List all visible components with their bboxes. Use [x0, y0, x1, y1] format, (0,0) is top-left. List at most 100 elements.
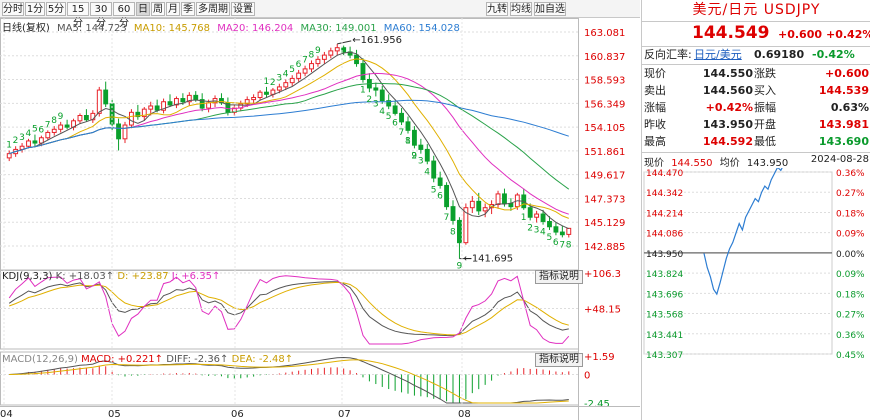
quote-label2: 最低 — [754, 135, 776, 148]
candle-body — [553, 226, 559, 233]
intraday-header: 现价 144.550 均价 143.950 2024-08-28 — [644, 154, 869, 169]
intraday-price-tick: 144.214 — [646, 209, 683, 219]
td-sequence-number: 6 — [553, 238, 559, 248]
intraday-price-tick: 143.441 — [646, 331, 683, 341]
period-button-4[interactable]: 30分 — [90, 2, 112, 29]
quote-label2: 涨跌 — [754, 67, 776, 80]
candle-body — [360, 63, 366, 80]
td-sequence-number: 4 — [424, 167, 430, 177]
candle-body — [135, 111, 141, 118]
intraday-price-label: 现价 — [644, 158, 664, 169]
candle-body — [341, 47, 347, 53]
candle-body — [431, 160, 437, 179]
td-sequence-number: 7 — [399, 128, 405, 138]
date-axis-label: 05 — [108, 409, 121, 420]
reverse-rate-label: 反向汇率: — [644, 48, 692, 61]
td-sequence-number: 5 — [386, 112, 392, 122]
period-label: 日线(复权) — [2, 23, 50, 34]
candle-body — [103, 89, 109, 105]
reverse-rate-link[interactable]: 日元/美元 — [694, 48, 742, 61]
macd-dea-line — [9, 359, 569, 404]
candle-body — [379, 89, 385, 102]
td-sequence-number: 4 — [379, 107, 385, 117]
period-button-6[interactable]: 日 — [136, 2, 150, 16]
candle-body — [283, 82, 289, 88]
period-button-0[interactable]: 分时 — [2, 2, 24, 16]
td-sequence-number: 1 — [6, 140, 12, 150]
td-sequence-number: 4 — [283, 69, 289, 79]
price-axis-label: 154.105 — [584, 123, 625, 134]
td-sequence-number: 9 — [315, 46, 321, 56]
period-button-1[interactable]: 1分 — [25, 2, 45, 16]
candle-body — [495, 193, 501, 206]
period-button-5[interactable]: 60分 — [113, 2, 135, 29]
candle-body — [334, 47, 340, 52]
kdj-axis-label: +48.15 — [584, 305, 621, 316]
ma20-line — [9, 72, 569, 215]
macd-diff: DIFF: -2.36↑ — [166, 354, 229, 365]
candle-body — [6, 153, 12, 159]
kdj-axis-label: +106.3 — [584, 269, 621, 280]
period-button-9[interactable]: 季 — [181, 2, 195, 16]
toolbar-right-button-1[interactable]: 均线 — [510, 2, 532, 16]
candle-body — [64, 124, 70, 128]
td-sequence-number: 1 — [405, 137, 411, 147]
macd-explain-button[interactable]: 指标说明 — [535, 353, 583, 367]
quote-label2: 振幅 — [754, 101, 776, 114]
quote-row: 最高 144.592 最低 143.690 — [642, 134, 870, 150]
kdj-j-line — [8, 275, 570, 345]
intraday-date: 2024-08-28 — [810, 154, 869, 165]
candle-body — [373, 87, 379, 91]
candle-body — [244, 99, 250, 105]
candle-body — [566, 227, 572, 235]
quote-label: 现价 — [644, 67, 666, 80]
period-button-10[interactable]: 多周期 — [196, 2, 230, 16]
period-button-11[interactable]: 设置 — [231, 2, 255, 16]
period-button-3[interactable]: 15分 — [67, 2, 89, 29]
td-sequence-number: 2 — [527, 223, 533, 233]
intraday-price-tick: 143.950 — [646, 250, 683, 260]
intraday-pct-tick: 0.00% — [836, 250, 865, 260]
price-axis-label: 147.373 — [584, 194, 625, 205]
td-sequence-number: 2 — [411, 151, 417, 161]
candle-body — [77, 115, 83, 122]
candle-body — [26, 140, 31, 147]
candle-body — [289, 77, 295, 84]
kdj-explain-button[interactable]: 指标说明 — [535, 270, 583, 284]
kdj-d: D: +23.87 — [117, 271, 169, 282]
intraday-pct-tick: 0.18% — [836, 209, 865, 219]
price-axis-label: 142.885 — [584, 242, 625, 253]
low-annotation: ←141.695 — [463, 254, 513, 265]
intraday-avg-label: 均价 — [719, 158, 740, 169]
candle-body — [321, 54, 327, 60]
date-axis-label: 04 — [0, 409, 13, 420]
candle-body — [540, 213, 546, 222]
price-row: 144.549 +0.600 +0.42% — [642, 21, 870, 45]
toolbar-right-button-2[interactable]: 加自选 — [534, 2, 566, 16]
quote-row: 涨幅 +0.42% 振幅 0.63% — [642, 100, 870, 116]
candle-body — [180, 98, 186, 103]
candle-body — [206, 102, 212, 109]
quote-value2: 144.539 — [818, 84, 869, 97]
date-axis-label: 07 — [338, 409, 351, 420]
price-axis-label: 158.593 — [584, 76, 625, 87]
price-axis-label: 160.837 — [584, 52, 625, 63]
quote-value: 144.550 — [702, 67, 753, 80]
macd-value: MACD: +0.221↑ — [81, 354, 164, 365]
quote-value: 144.560 — [702, 84, 753, 97]
period-button-8[interactable]: 月 — [166, 2, 180, 16]
td-sequence-number: 5 — [32, 125, 38, 135]
period-button-2[interactable]: 5分 — [46, 2, 66, 16]
candle-body — [51, 128, 57, 133]
period-button-7[interactable]: 周 — [151, 2, 165, 16]
candle-body — [186, 94, 192, 103]
price-axis-label: 163.081 — [584, 28, 625, 39]
intraday-price-tick: 143.696 — [646, 290, 683, 300]
td-sequence-number: 4 — [26, 129, 32, 139]
td-sequence-number: 6 — [296, 60, 302, 70]
current-price: 144.549 — [692, 23, 770, 43]
quote-value: +0.42% — [705, 101, 753, 114]
intraday-price-tick: 143.307 — [646, 351, 683, 361]
toolbar-right-button-0[interactable]: 九转 — [486, 2, 508, 16]
candle-body — [424, 148, 430, 162]
